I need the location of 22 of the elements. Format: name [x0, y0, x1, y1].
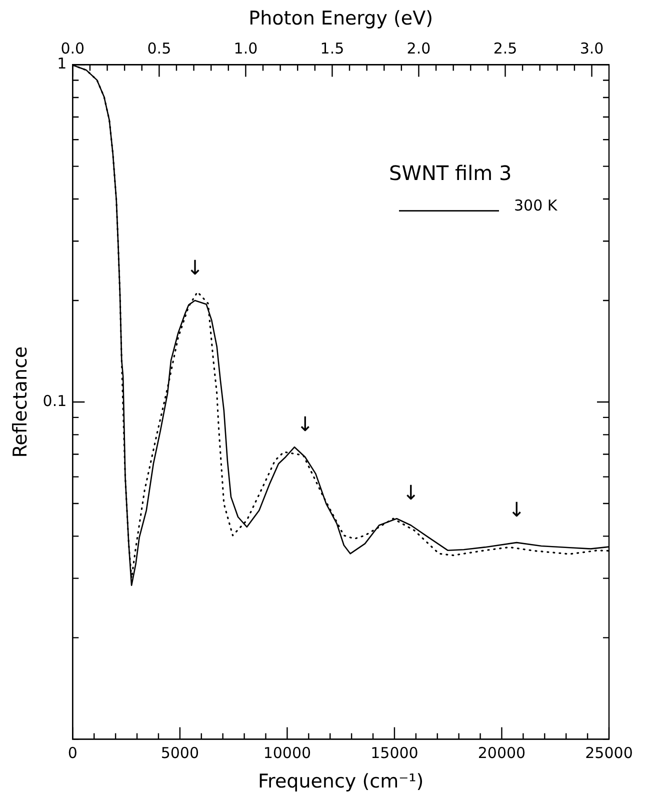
x2-tick-label: 2.5 — [493, 40, 518, 58]
y-axis-title: Reflectance — [9, 346, 32, 458]
annotation: ↓ — [186, 256, 204, 280]
x-axis-title: Frequency (cm⁻¹) — [258, 770, 424, 793]
x-tick-label: 15000 — [370, 744, 418, 762]
annotation: ↓ — [296, 412, 314, 436]
x2-axis-title: Photon Energy (eV) — [248, 7, 434, 30]
annotation: ↓ — [402, 480, 420, 504]
x-tick-label: 5000 — [160, 744, 200, 762]
x2-tick-label: 0.5 — [147, 40, 172, 58]
x-tick-label: 25000 — [585, 744, 633, 762]
x2-tick-label: 2.0 — [406, 40, 431, 58]
x2-tick-label: 3.0 — [580, 40, 604, 58]
annotation: ↓ — [508, 498, 526, 522]
x-tick-label: 0 — [68, 744, 78, 762]
text: 300 K — [514, 196, 558, 215]
x2-tick-label: 1.0 — [234, 40, 258, 58]
y-tick-label: 0.1 — [42, 392, 67, 410]
x2-tick-label: 1.5 — [320, 40, 344, 58]
x-tick-label: 10000 — [263, 744, 312, 762]
legend-title: SWNT film 3 — [389, 161, 512, 186]
x-tick-label: 20000 — [478, 744, 526, 762]
